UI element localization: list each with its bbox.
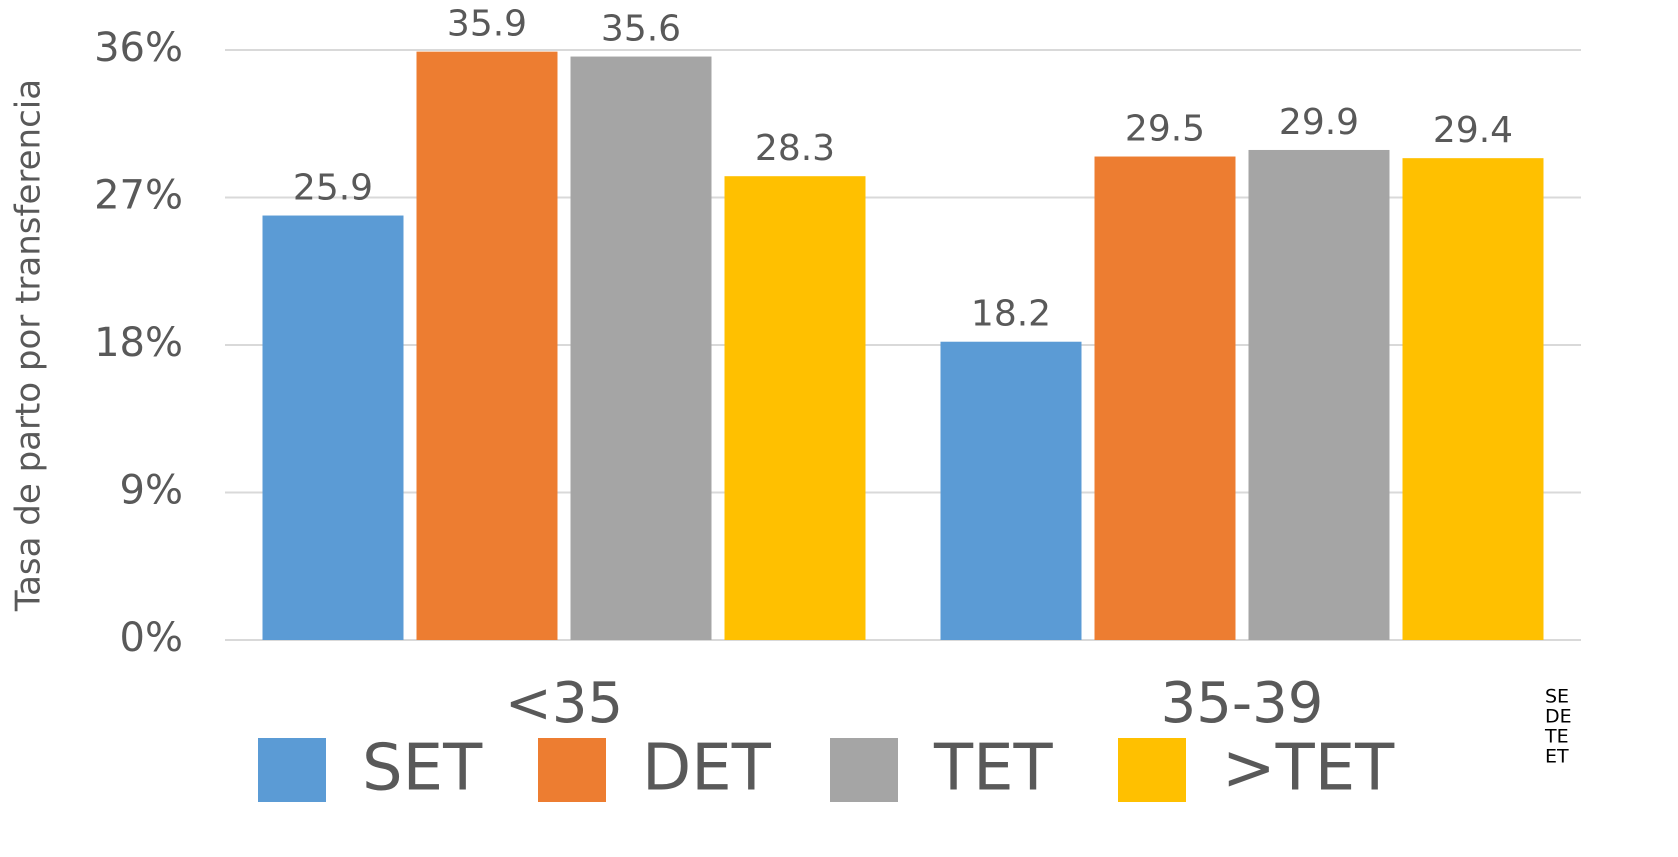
y-tick-label: 0% [120,615,183,661]
legend-swatch [1118,738,1186,802]
bar [570,56,712,641]
bar [1248,149,1390,640]
legend-swatch [830,738,898,802]
x-tick-label: 35-39 [1161,671,1324,736]
note: TE [1544,726,1569,748]
bar [416,51,558,640]
value-label: 29.9 [1279,102,1359,143]
note: SE [1545,686,1569,708]
value-label: 29.4 [1433,110,1513,151]
legend-label: TET [933,732,1054,806]
bar [724,176,866,640]
bar [262,215,404,640]
note: ET [1545,746,1569,768]
y-tick-label: 27% [94,173,183,219]
y-tick-label: 36% [94,25,183,71]
x-tick-label: <35 [505,671,623,736]
value-label: 25.9 [293,168,373,209]
value-label: 18.2 [971,294,1051,335]
legend-label: >TET [1222,732,1395,806]
y-tick-label: 9% [120,468,183,514]
bar [1402,158,1544,640]
value-label: 35.6 [601,9,681,50]
value-label: 35.9 [447,4,527,45]
value-label: 29.5 [1125,109,1205,150]
bar [940,341,1082,640]
y-axis-label: Tasa de parto por transferencia [9,79,49,612]
bar [1094,156,1236,640]
legend-swatch [538,738,606,802]
y-tick-label: 18% [94,320,183,366]
value-label: 28.3 [755,128,835,169]
note: DE [1545,706,1572,728]
legend-swatch [258,738,326,802]
legend-label: SET [362,732,483,806]
legend-label: DET [642,732,772,806]
